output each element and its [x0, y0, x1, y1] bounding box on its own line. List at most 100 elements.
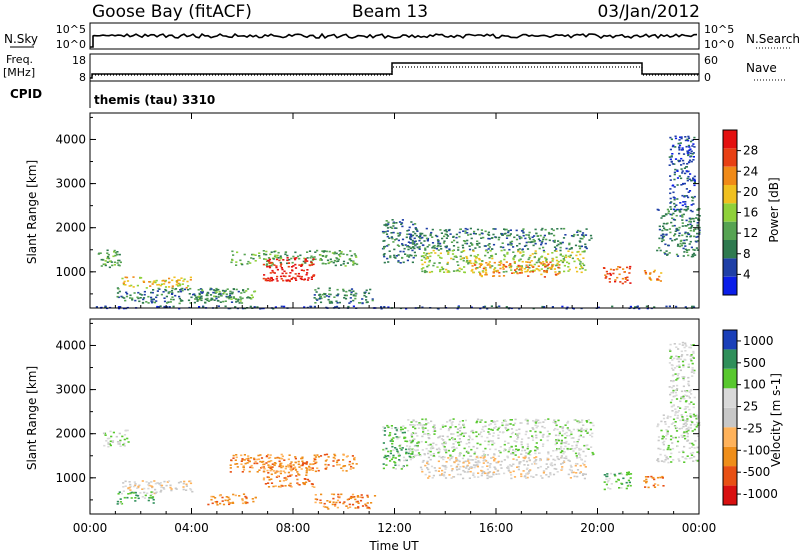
- scatter-cell: [252, 257, 255, 260]
- scatter-cell: [227, 501, 230, 504]
- scatter-cell: [558, 272, 561, 274]
- scatter-cell: [249, 305, 252, 308]
- scatter-cell: [272, 307, 275, 310]
- scatter-cell: [457, 441, 460, 444]
- scatter-cell: [496, 470, 499, 472]
- scatter-cell: [335, 260, 338, 263]
- scatter-cell: [287, 265, 290, 268]
- scatter-cell: [349, 300, 352, 303]
- scatter-cell: [198, 292, 201, 295]
- scatter-cell: [657, 439, 660, 442]
- scatter-cell: [689, 221, 692, 223]
- scatter-cell: [465, 255, 468, 258]
- scatter-cell: [685, 219, 688, 222]
- scatter-cell: [415, 229, 419, 231]
- scatter-cell: [692, 159, 695, 161]
- scatter-cell: [523, 449, 527, 452]
- scatter-cell: [518, 260, 521, 262]
- scatter-cell: [449, 418, 452, 421]
- scatter-cell: [117, 493, 120, 495]
- scatter-cell: [406, 255, 409, 257]
- scatter-cell: [591, 422, 594, 424]
- scatter-cell: [396, 450, 399, 452]
- scatter-cell: [683, 251, 686, 253]
- scatter-cell: [532, 238, 535, 241]
- scatter-cell: [484, 425, 487, 428]
- scatter-cell: [458, 430, 462, 432]
- scatter-cell: [665, 305, 668, 308]
- power-colorbar-label: Power [dB]: [767, 177, 781, 242]
- scatter-cell: [690, 246, 693, 249]
- scatter-cell: [133, 481, 136, 483]
- scatter-cell: [682, 247, 685, 250]
- scatter-cell: [692, 444, 695, 446]
- scatter-cell: [134, 500, 137, 502]
- scatter-cell: [645, 480, 648, 483]
- scatter-cell: [688, 457, 691, 460]
- scatter-cell: [118, 441, 122, 443]
- scatter-cell: [545, 270, 548, 272]
- scatter-cell: [513, 262, 516, 264]
- scatter-cell: [338, 495, 341, 498]
- scatter-cell: [455, 457, 458, 459]
- scatter-cell: [441, 237, 444, 240]
- scatter-cell: [254, 460, 257, 463]
- scatter-cell: [503, 233, 506, 235]
- scatter-cell: [189, 276, 192, 279]
- scatter-cell: [664, 228, 667, 231]
- scatter-cell: [484, 458, 487, 461]
- scatter-cell: [644, 476, 648, 478]
- scatter-cell: [126, 437, 129, 440]
- scatter-cell: [164, 288, 167, 291]
- scatter-cell: [348, 289, 351, 292]
- scatter-cell: [498, 261, 501, 264]
- scatter-cell: [619, 281, 622, 283]
- scatter-cell: [324, 263, 327, 265]
- scatter-cell: [645, 305, 648, 308]
- scatter-cell: [311, 259, 315, 261]
- scatter-cell: [545, 271, 548, 274]
- scatter-cell: [380, 306, 383, 308]
- scatter-cell: [549, 472, 552, 474]
- scatter-cell: [354, 262, 357, 265]
- scatter-cell: [500, 262, 503, 264]
- scatter-cell: [163, 297, 166, 299]
- scatter-cell: [267, 476, 270, 479]
- scatter-cell: [510, 240, 514, 243]
- scatter-cell: [476, 228, 480, 231]
- scatter-cell: [587, 448, 590, 450]
- scatter-cell: [609, 268, 613, 271]
- scatter-cell: [229, 464, 232, 466]
- scatter-cell: [686, 432, 689, 435]
- scatter-cell: [525, 473, 528, 475]
- scatter-cell: [667, 212, 670, 215]
- scatter-cell: [150, 296, 153, 299]
- scatter-cell: [687, 376, 690, 379]
- scatter-cell: [684, 394, 687, 397]
- scatter-cell: [697, 415, 700, 417]
- scatter-cell: [543, 270, 547, 273]
- scatter-cell: [452, 270, 456, 272]
- scatter-cell: [686, 150, 689, 152]
- scatter-cell: [678, 139, 681, 141]
- scatter-cell: [458, 270, 461, 273]
- scatter-cell: [530, 260, 533, 262]
- scatter-cell: [256, 462, 259, 465]
- scatter-cell: [179, 300, 182, 302]
- colorbar-swatch: [723, 185, 737, 204]
- scatter-cell: [282, 470, 285, 473]
- scatter-cell: [682, 378, 685, 381]
- scatter-cell: [333, 453, 336, 456]
- scatter-cell: [534, 430, 537, 433]
- scatter-cell: [671, 410, 674, 412]
- scatter-cell: [349, 468, 352, 470]
- scatter-cell: [357, 507, 360, 509]
- scatter-cell: [162, 279, 165, 282]
- scatter-cell: [279, 462, 282, 465]
- scatter-cell: [673, 239, 677, 241]
- scatter-cell: [387, 450, 390, 453]
- scatter-cell: [522, 470, 525, 472]
- scatter-cell: [394, 447, 397, 449]
- scatter-cell: [384, 455, 388, 458]
- scatter-cell: [584, 466, 587, 468]
